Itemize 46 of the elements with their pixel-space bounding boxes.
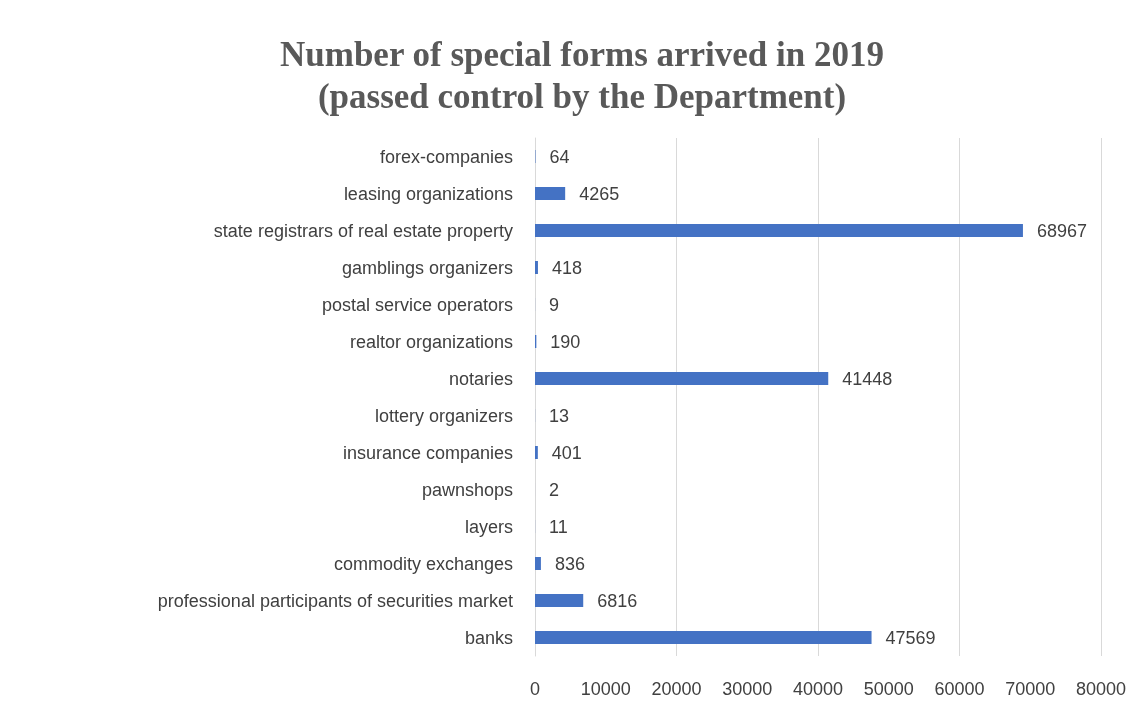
- bar: [535, 187, 566, 200]
- y-tick-label: banks: [464, 627, 513, 648]
- data-label: 13: [549, 405, 570, 426]
- x-tick-label: 0: [529, 679, 541, 699]
- y-tick-label: forex-companies: [379, 146, 513, 167]
- data-label: 9: [549, 294, 560, 315]
- x-tick-label: 40000: [792, 679, 844, 699]
- x-tick-label: 50000: [863, 679, 914, 699]
- y-tick-label: realtor organizations: [349, 331, 513, 352]
- y-tick-label: state registrars of real estate property: [213, 220, 513, 241]
- data-label: 47569: [885, 627, 936, 648]
- data-label: 401: [551, 442, 582, 463]
- y-tick-label: layers: [464, 516, 513, 537]
- bar: [535, 261, 538, 274]
- data-label: 418: [551, 257, 582, 278]
- y-tick-label: professional participants of securities market: [157, 590, 513, 611]
- x-tick-label: 20000: [651, 679, 702, 699]
- y-tick-label: pawnshops: [421, 479, 513, 500]
- bar: [535, 446, 538, 459]
- data-label: 64: [549, 146, 570, 167]
- data-label: 41448: [842, 368, 893, 389]
- chart-title: Number of special forms arrived in 2019 (passed control by the Department): [279, 34, 885, 116]
- bar: [535, 372, 829, 385]
- bar: [535, 594, 584, 607]
- y-tick-label: commodity exchanges: [333, 553, 513, 574]
- data-label: 6816: [597, 590, 638, 611]
- x-tick-label: 80000: [1075, 679, 1127, 699]
- y-tick-label: leasing organizations: [343, 183, 513, 204]
- y-tick-label: insurance companies: [342, 442, 513, 463]
- y-tick-label: notaries: [448, 368, 513, 389]
- y-tick-label: lottery organizers: [374, 405, 513, 426]
- bar: [535, 631, 872, 644]
- data-label: 836: [554, 553, 585, 574]
- data-label: 4265: [579, 183, 620, 204]
- y-tick-label: gamblings organizers: [341, 257, 513, 278]
- x-tick-label: 60000: [934, 679, 985, 699]
- x-tick-label: 70000: [1005, 679, 1056, 699]
- x-tick-label: 30000: [722, 679, 773, 699]
- data-label: 68967: [1036, 220, 1087, 241]
- bar: [535, 557, 541, 570]
- bar: [535, 224, 1023, 237]
- data-label: 11: [549, 516, 568, 537]
- data-label: 2: [549, 479, 560, 500]
- y-tick-label: postal service operators: [321, 294, 513, 315]
- x-tick-label: 10000: [580, 679, 631, 699]
- data-label: 190: [550, 331, 581, 352]
